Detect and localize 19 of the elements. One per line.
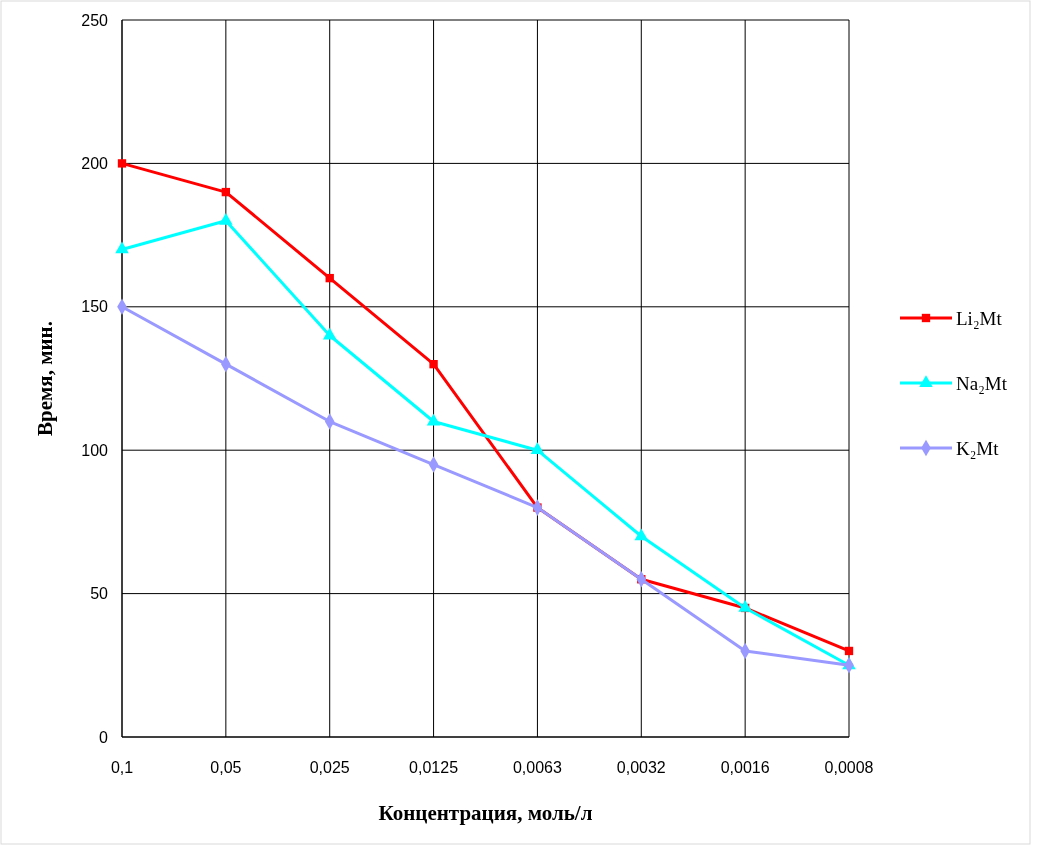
- y-tick-label: 200: [81, 155, 109, 172]
- y-tick-label: 50: [90, 585, 109, 603]
- y-axis-title: Время, мин.: [33, 321, 57, 436]
- y-tick-label: 150: [81, 298, 109, 316]
- legend-label: K₂Mt: [956, 437, 1000, 459]
- x-tick-label: 0,0032: [616, 759, 666, 776]
- x-tick-label: 0,0125: [409, 759, 459, 776]
- y-tick-label: 250: [81, 11, 109, 29]
- legend-label: Li₂Mt: [956, 307, 1003, 329]
- x-tick-label: 0,0016: [720, 759, 770, 776]
- x-tick-label: 0,0008: [824, 759, 874, 776]
- y-tick-label: 100: [81, 441, 109, 459]
- x-tick-label: 0,1: [110, 759, 134, 776]
- x-tick-label: 0,025: [309, 759, 350, 776]
- y-tick-label: 0: [99, 728, 109, 746]
- x-tick-label: 0,05: [210, 759, 242, 776]
- x-axis-title: Концентрация, моль/л: [378, 801, 593, 825]
- legend-label: Na₂Mt: [956, 372, 1008, 394]
- x-tick-label: 0,0063: [512, 759, 562, 776]
